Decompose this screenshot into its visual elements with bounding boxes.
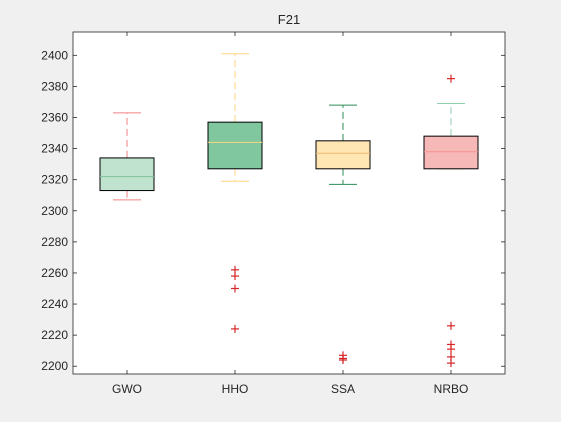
outlier-marker (231, 265, 239, 274)
x-tick-label: GWO (112, 382, 142, 396)
box-gwo (99, 157, 155, 192)
y-tick-label: 2280 (41, 235, 68, 249)
plot-area (72, 31, 506, 375)
y-tick-label: 2200 (41, 359, 68, 373)
outlier-marker (447, 340, 455, 349)
outlier-marker (447, 74, 455, 83)
box-group-nrbo (423, 74, 479, 368)
x-tick-label: NRBO (434, 382, 469, 396)
y-tick-label: 2320 (41, 173, 68, 187)
chart-title: F21 (278, 12, 300, 27)
outlier-marker (339, 351, 347, 360)
box-group-hho (207, 53, 263, 333)
y-tick-label: 2240 (41, 297, 68, 311)
box-nrbo (423, 135, 479, 170)
y-tick-label: 2260 (41, 266, 68, 280)
x-tick-label: SSA (331, 382, 355, 396)
outlier-marker (231, 324, 239, 333)
box-group-ssa (315, 104, 371, 365)
box-group-gwo (99, 112, 155, 201)
y-axis: 2200 2220 2240 2260 2280 2300 2320 2340 2360 2380… (41, 48, 505, 373)
box-ssa (315, 140, 371, 170)
outlier-marker (447, 321, 455, 330)
y-tick-label: 2300 (41, 204, 68, 218)
y-tick-label: 2340 (41, 142, 68, 156)
x-axis: GWO HHO SSA NRBO (112, 32, 468, 396)
y-tick-label: 2400 (41, 48, 68, 62)
y-tick-label: 2380 (41, 79, 68, 93)
x-tick-label: HHO (222, 382, 249, 396)
outlier-marker (447, 352, 455, 361)
boxes-layer (99, 53, 479, 368)
y-tick-label: 2220 (41, 328, 68, 342)
box-hho (207, 121, 263, 170)
y-tick-label: 2360 (41, 111, 68, 125)
outlier-marker (231, 284, 239, 293)
